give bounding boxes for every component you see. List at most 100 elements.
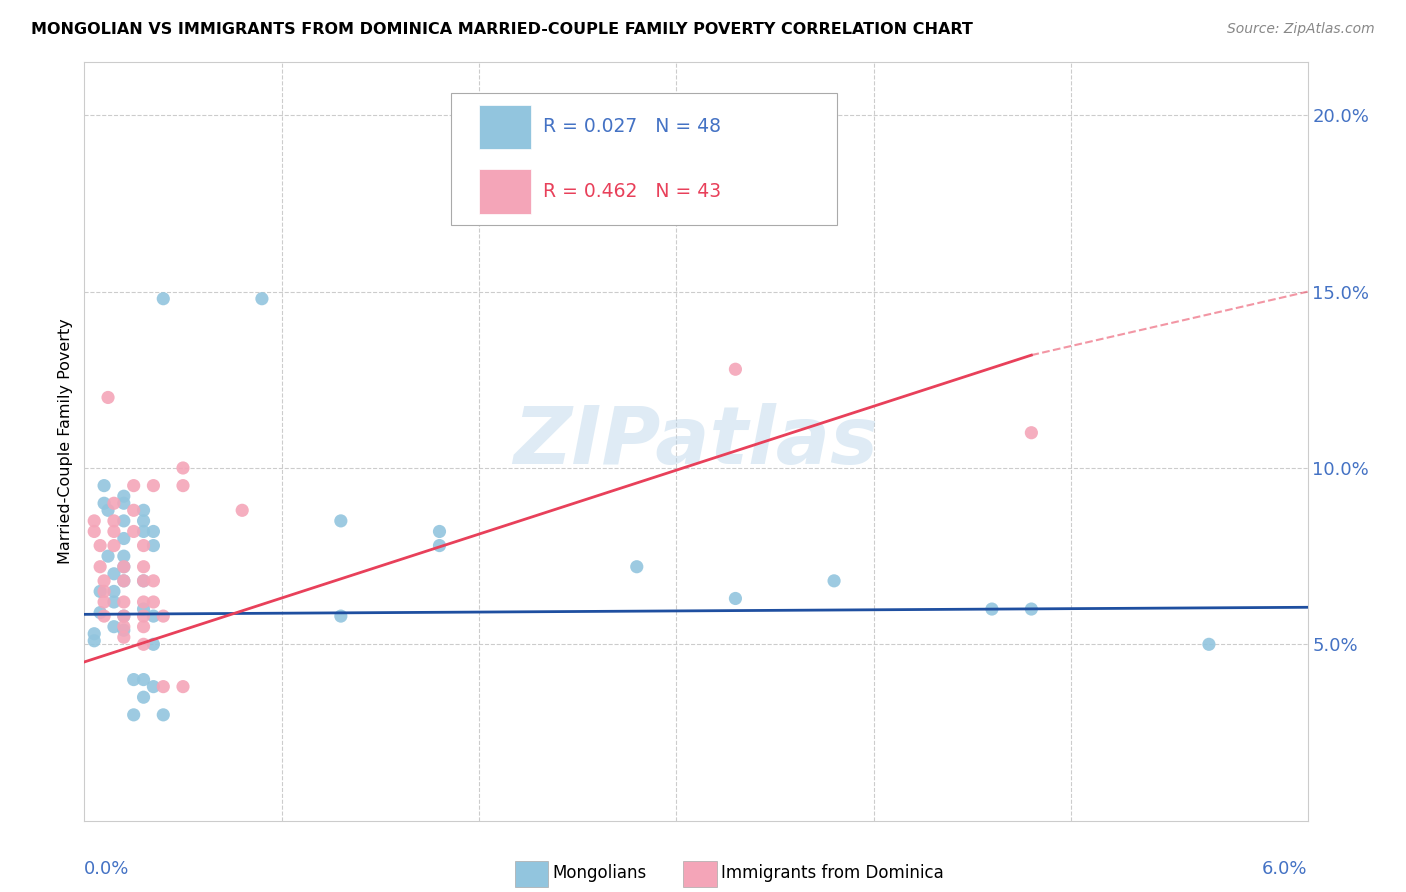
Point xyxy=(93,584,115,599)
Point xyxy=(122,673,145,687)
Text: Immigrants from Dominica: Immigrants from Dominica xyxy=(721,864,943,882)
Point xyxy=(93,609,115,624)
Point xyxy=(626,559,648,574)
Point xyxy=(103,595,125,609)
Point xyxy=(152,292,174,306)
Point xyxy=(97,549,120,563)
Point xyxy=(132,620,155,634)
Point xyxy=(132,673,155,687)
FancyBboxPatch shape xyxy=(479,169,531,214)
Point xyxy=(93,496,115,510)
Point xyxy=(112,532,135,546)
Point xyxy=(142,574,165,588)
Point xyxy=(142,478,165,492)
Point xyxy=(142,595,165,609)
Point xyxy=(83,524,105,539)
Point xyxy=(83,514,105,528)
Point xyxy=(112,574,135,588)
Point xyxy=(83,633,105,648)
Point xyxy=(112,559,135,574)
Point xyxy=(1021,425,1043,440)
Point xyxy=(429,524,451,539)
Text: ZIPatlas: ZIPatlas xyxy=(513,402,879,481)
Point xyxy=(103,524,125,539)
Point xyxy=(122,707,145,722)
Point xyxy=(89,539,111,553)
Point xyxy=(103,514,125,528)
Text: R = 0.462   N = 43: R = 0.462 N = 43 xyxy=(543,182,721,201)
Point xyxy=(329,514,352,528)
Point xyxy=(112,620,135,634)
Point xyxy=(329,609,352,624)
Point xyxy=(112,630,135,644)
Point xyxy=(132,503,155,517)
Point xyxy=(132,514,155,528)
Point xyxy=(103,620,125,634)
Point xyxy=(724,591,747,606)
Point xyxy=(132,690,155,705)
FancyBboxPatch shape xyxy=(479,104,531,149)
Point xyxy=(142,637,165,651)
Point xyxy=(1021,602,1043,616)
Point xyxy=(103,496,125,510)
Point xyxy=(103,566,125,581)
Point xyxy=(112,595,135,609)
Point xyxy=(132,539,155,553)
Point xyxy=(172,461,194,475)
Point xyxy=(112,609,135,624)
Point xyxy=(93,595,115,609)
Point xyxy=(122,503,145,517)
Point xyxy=(122,478,145,492)
Point xyxy=(132,574,155,588)
Point xyxy=(152,707,174,722)
Point xyxy=(823,574,845,588)
Text: Source: ZipAtlas.com: Source: ZipAtlas.com xyxy=(1227,22,1375,37)
Point xyxy=(112,549,135,563)
Point xyxy=(122,524,145,539)
Point xyxy=(103,584,125,599)
Point xyxy=(103,539,125,553)
Point xyxy=(112,489,135,503)
Point xyxy=(97,391,120,405)
Point xyxy=(89,606,111,620)
Point xyxy=(89,559,111,574)
Point xyxy=(132,524,155,539)
Point xyxy=(142,609,165,624)
Point xyxy=(429,539,451,553)
Point xyxy=(112,574,135,588)
Point xyxy=(172,680,194,694)
Point xyxy=(132,559,155,574)
Point xyxy=(132,602,155,616)
Point xyxy=(231,503,253,517)
Point xyxy=(142,680,165,694)
Point xyxy=(112,609,135,624)
Point xyxy=(83,626,105,640)
FancyBboxPatch shape xyxy=(451,93,837,226)
Point xyxy=(132,574,155,588)
Point xyxy=(172,478,194,492)
Point xyxy=(250,292,273,306)
Point xyxy=(152,609,174,624)
Text: MONGOLIAN VS IMMIGRANTS FROM DOMINICA MARRIED-COUPLE FAMILY POVERTY CORRELATION : MONGOLIAN VS IMMIGRANTS FROM DOMINICA MA… xyxy=(31,22,973,37)
Text: Mongolians: Mongolians xyxy=(553,864,647,882)
Point xyxy=(112,624,135,638)
Point xyxy=(112,514,135,528)
Text: 0.0%: 0.0% xyxy=(84,860,129,878)
Point xyxy=(97,503,120,517)
Point xyxy=(112,496,135,510)
Point xyxy=(93,574,115,588)
Point xyxy=(132,595,155,609)
Point xyxy=(980,602,1002,616)
Point xyxy=(152,680,174,694)
Point xyxy=(142,539,165,553)
Point xyxy=(1198,637,1220,651)
Text: 6.0%: 6.0% xyxy=(1263,860,1308,878)
Point xyxy=(132,609,155,624)
Point xyxy=(89,584,111,599)
Point xyxy=(93,478,115,492)
Text: R = 0.027   N = 48: R = 0.027 N = 48 xyxy=(543,118,721,136)
Point xyxy=(142,524,165,539)
Point xyxy=(724,362,747,376)
Point xyxy=(449,186,471,200)
Point xyxy=(132,637,155,651)
